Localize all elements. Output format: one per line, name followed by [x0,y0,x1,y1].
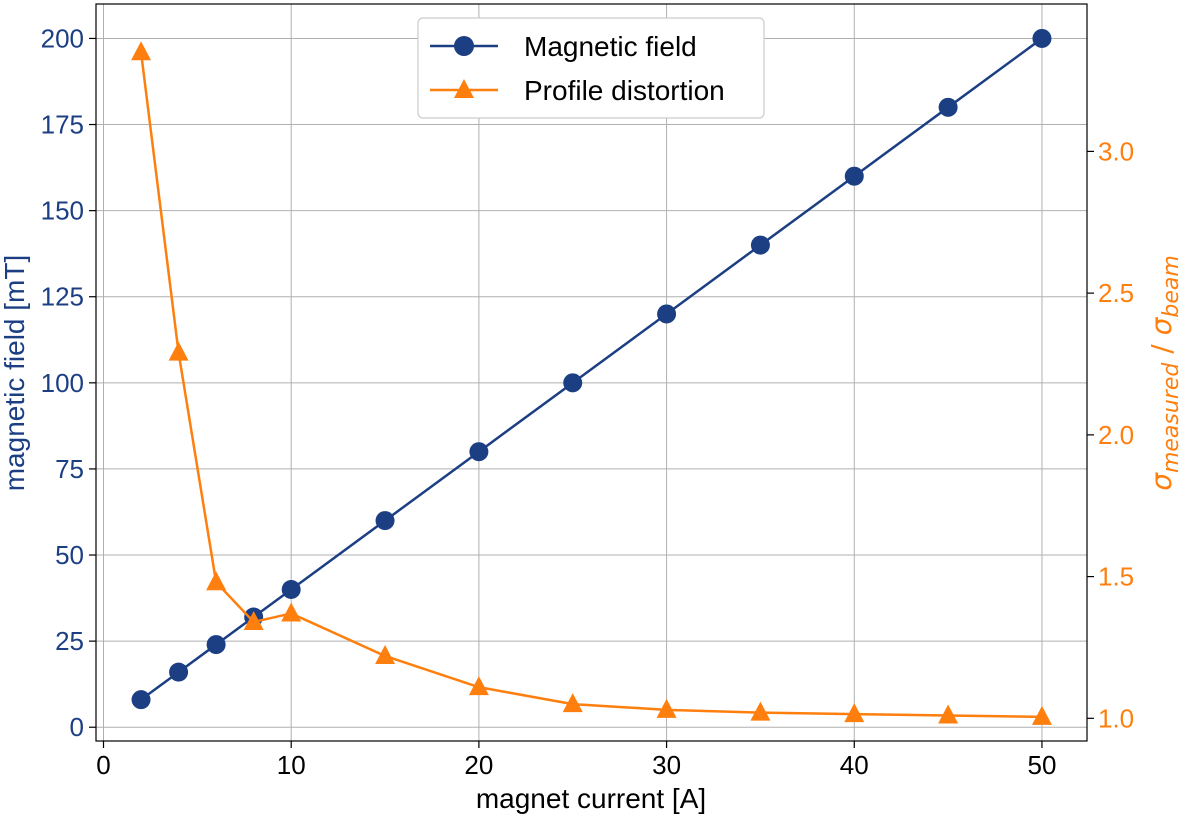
data-point-profile-distortion [656,698,677,718]
legend-label-profile-distortion: Profile distortion [524,75,725,106]
data-point-profile-distortion [375,644,396,664]
data-point-profile-distortion [168,341,189,361]
left-y-tick-label: 0 [70,712,84,742]
x-tick-label: 40 [840,750,869,780]
data-point-magnetic-field [938,97,958,117]
data-point-magnetic-field [469,442,489,462]
legend-entry-profile-distortion: Profile distortion [430,75,725,106]
legend-box [417,17,765,119]
subscript-beam: beam [1159,255,1179,317]
data-point-magnetic-field [206,635,226,655]
legend-marker-triangle [454,79,474,98]
x-tick-label: 10 [277,750,306,780]
data-point-profile-distortion [844,703,865,723]
right-y-tick-label: 3.0 [1098,136,1134,166]
subscript-measured: measured [1159,362,1179,473]
series-line-magnetic-field [140,37,1043,701]
tick-marks [89,37,1094,748]
right-y-axis-title: σmeasured / σbeam [1145,255,1179,491]
legend-marker-circle [454,36,474,56]
legend: Magnetic field Profile distortion [417,17,765,119]
data-point-profile-distortion [468,676,489,696]
left-y-tick-label: 25 [55,626,84,656]
left-y-tick-label: 150 [41,196,84,226]
sigma-glyph-measured: σ [1145,472,1178,491]
x-tick-label: 50 [1027,750,1056,780]
series-line-profile-distortion [139,52,1042,719]
x-tick-label: 20 [464,750,493,780]
x-axis-title: magnet current [A] [476,783,706,814]
label-slash: / [1145,335,1178,362]
plot-frame [95,3,1088,742]
data-point-magnetic-field [844,166,864,186]
data-point-magnetic-field [563,373,583,393]
data-point-profile-distortion [206,571,227,591]
axes-frame [95,3,1088,742]
sigma-glyph-beam: σ [1145,316,1178,335]
left-y-axis-title: magnetic field [mT] [0,255,30,492]
legend-entry-magnetic-field: Magnetic field [430,31,697,62]
data-point-profile-distortion [281,602,302,622]
data-point-profile-distortion [562,693,583,713]
data-point-magnetic-field [169,662,189,682]
right-y-tick-label: 1.0 [1098,703,1134,733]
data-point-magnetic-field [281,579,301,599]
left-y-tick-label: 75 [55,454,84,484]
left-y-tick-label: 200 [41,23,84,53]
axis-labels: 0 10 20 30 40 50 0 25 50 75 100 125 150 175 200 1.0 1.5 2… [41,23,1135,780]
data-point-profile-distortion [131,41,152,61]
data-point-profile-distortion [938,704,959,724]
data-point-magnetic-field [657,304,677,324]
series-layer [131,28,1052,725]
data-point-magnetic-field [1032,28,1052,48]
x-tick-label: 30 [652,750,681,780]
legend-label-magnetic-field: Magnetic field [524,31,697,62]
left-y-tick-label: 100 [41,368,84,398]
data-point-magnetic-field [375,511,395,531]
right-y-tick-label: 2.5 [1098,278,1134,308]
left-y-tick-label: 50 [55,540,84,570]
grid [96,4,1087,741]
data-point-magnetic-field [750,235,770,255]
data-point-profile-distortion [750,701,771,721]
x-tick-label: 0 [96,750,110,780]
right-y-tick-label: 1.5 [1098,562,1134,592]
data-point-profile-distortion [243,610,264,630]
data-point-profile-distortion [1031,705,1052,725]
data-point-magnetic-field [131,690,151,710]
right-y-tick-label: 2.0 [1098,420,1134,450]
left-y-tick-label: 125 [41,282,84,312]
left-y-tick-label: 175 [41,110,84,140]
